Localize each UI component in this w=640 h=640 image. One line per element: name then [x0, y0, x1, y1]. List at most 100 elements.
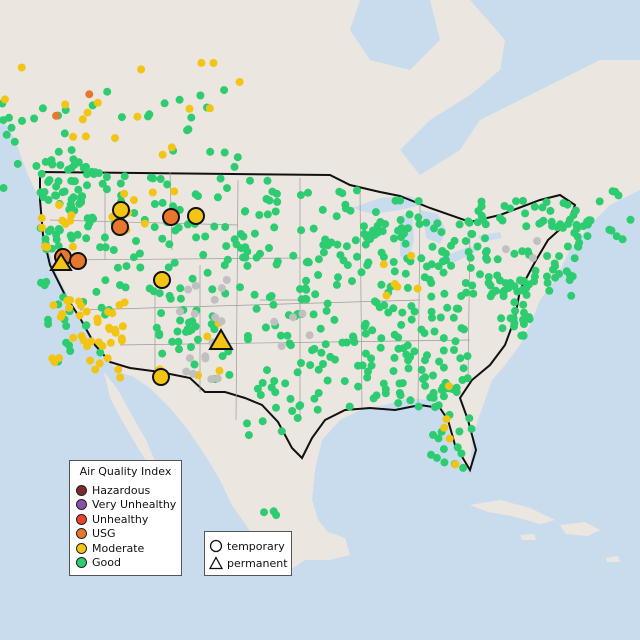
monitor-dot — [310, 394, 319, 403]
monitor-dot — [501, 279, 510, 288]
monitor-dot — [614, 191, 623, 200]
usg-monitors-layer — [52, 90, 94, 120]
monitor-dot — [543, 278, 552, 287]
monitor-dot — [531, 266, 540, 275]
monitor-dot — [488, 289, 497, 298]
monitor-dot — [150, 200, 159, 208]
monitor-dot — [222, 242, 231, 251]
temporary-monitor-moderate[interactable] — [187, 207, 205, 225]
monitor-dot — [98, 179, 107, 188]
monitor-dot — [93, 314, 102, 323]
monitor-dot — [313, 405, 322, 414]
monitor-dot — [463, 352, 472, 361]
monitor-dot — [461, 237, 470, 246]
monitor-dot — [332, 280, 341, 289]
monitor-dot — [61, 100, 70, 109]
monitor-dot — [481, 248, 490, 257]
monitor-dot — [510, 249, 519, 258]
temporary-monitor-usg[interactable] — [162, 208, 180, 226]
monitor-dot — [185, 318, 193, 327]
monitor-dot — [390, 353, 399, 362]
monitor-dot — [297, 359, 305, 367]
monitor-dot — [366, 235, 375, 244]
monitor-dot — [445, 434, 454, 443]
monitor-dot — [333, 240, 342, 249]
monitor-dot — [525, 315, 534, 324]
monitor-dot — [353, 252, 361, 261]
monitor-dot — [373, 228, 382, 237]
monitor-dot — [91, 365, 100, 374]
monitor-dot — [187, 343, 195, 351]
monitor-dot — [401, 239, 410, 248]
monitor-dot — [253, 384, 262, 393]
monitor-dot — [314, 255, 323, 264]
monitor-dot — [150, 223, 159, 232]
monitor-dot — [65, 303, 74, 312]
monitor-dot — [570, 254, 579, 263]
monitor-dot — [417, 254, 426, 263]
temporary-monitor-moderate[interactable] — [152, 368, 170, 386]
monitor-dot — [367, 354, 376, 363]
temporary-monitor-usg[interactable] — [111, 218, 129, 236]
monitor-dot — [96, 348, 105, 357]
monitor-dot — [118, 322, 127, 331]
permanent-monitor-moderate[interactable] — [49, 252, 73, 271]
monitor-dot — [473, 242, 482, 251]
monitor-dot — [155, 331, 164, 340]
monitor-dot — [44, 320, 53, 329]
monitor-dot — [103, 87, 112, 96]
monitor-dot — [82, 307, 91, 316]
legend-item-moderate: Moderate — [76, 541, 144, 555]
monitor-dot — [543, 252, 552, 260]
monitor-dot — [271, 207, 280, 216]
monitor-dot — [402, 350, 411, 359]
monitor-dot — [68, 242, 77, 251]
monitor-dot — [103, 354, 112, 363]
temporary-monitor-usg[interactable] — [69, 252, 87, 270]
monitor-dot — [272, 403, 280, 412]
monitor-dot — [457, 449, 466, 458]
monitor-dot — [361, 349, 370, 358]
monitor-dot — [447, 261, 456, 270]
monitor-dot — [114, 365, 123, 374]
monitor-dot — [10, 137, 19, 146]
monitor-dot — [389, 304, 398, 313]
monitor-dot — [297, 226, 306, 235]
monitor-dot — [116, 179, 125, 188]
monitor-dot — [427, 450, 435, 459]
monitor-dot — [465, 218, 474, 227]
monitor-dot — [317, 348, 326, 357]
monitor-dot — [220, 261, 229, 270]
moderate-swatch-icon — [76, 542, 87, 554]
monitor-dot — [395, 379, 404, 388]
monitor-dot — [30, 114, 39, 123]
monitor-dot — [55, 201, 64, 209]
very-unhealthy-swatch-icon — [76, 498, 87, 510]
monitor-dot — [176, 294, 185, 303]
monitor-dot — [281, 379, 290, 388]
aqi-legend: Air Quality Index Hazardous Very Unhealt… — [69, 460, 182, 576]
monitor-dot — [555, 252, 564, 261]
monitor-dot — [66, 296, 75, 305]
temporary-monitor-moderate[interactable] — [112, 201, 130, 219]
monitor-dot — [407, 302, 416, 311]
monitor-dot — [176, 307, 184, 316]
monitor-dot — [203, 332, 212, 341]
monitor-dot — [277, 427, 286, 436]
monitor-dot — [440, 289, 449, 298]
monitor-dot — [218, 352, 227, 361]
site-type-legend: temporary permanent — [204, 531, 292, 576]
legend-item-good: Good — [76, 555, 121, 569]
monitor-dot — [468, 230, 477, 238]
monitor-dot — [205, 104, 214, 113]
monitor-dot — [37, 169, 46, 178]
monitor-dot — [318, 205, 327, 214]
temporary-monitor-moderate[interactable] — [153, 271, 171, 289]
monitor-dot — [434, 401, 443, 410]
monitor-dot — [270, 377, 279, 385]
monitor-dot — [176, 316, 185, 325]
permanent-monitor-moderate[interactable] — [208, 328, 234, 350]
monitor-dot — [81, 132, 90, 141]
monitor-dot — [479, 215, 487, 223]
monitor-dot — [207, 375, 216, 384]
